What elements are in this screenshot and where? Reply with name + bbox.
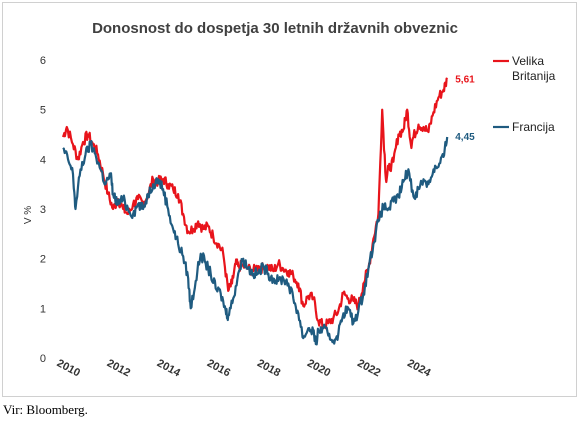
x-tick-label: 2010 — [55, 357, 82, 379]
x-tick-label: 2024 — [405, 357, 433, 379]
legend-label: Velika — [512, 54, 544, 68]
y-tick-label: 3 — [40, 204, 46, 216]
y-tick-label: 4 — [40, 154, 46, 166]
x-tick-label: 2014 — [155, 357, 183, 379]
y-tick-label: 6 — [40, 55, 46, 67]
x-tick-label: 2016 — [205, 357, 232, 379]
x-tick-label: 2018 — [255, 357, 282, 379]
legend-label: Britanija — [512, 69, 556, 83]
series-line-francija — [62, 136, 449, 346]
y-tick-label: 0 — [40, 353, 46, 365]
legend-label: Francija — [512, 120, 555, 134]
series-layer — [61, 77, 449, 346]
x-tick-label: 2012 — [105, 357, 132, 379]
chart-title: Donosnost do dospetja 30 letnih državnih… — [92, 20, 458, 37]
x-tick-label: 2022 — [355, 357, 382, 379]
y-tick-label: 2 — [40, 254, 46, 266]
y-tick-label: 1 — [40, 303, 46, 315]
chart-frame: Donosnost do dospetja 30 letnih državnih… — [2, 2, 577, 397]
y-tick-label: 5 — [40, 105, 46, 117]
x-axis-ticks: 2010 2012 2014 2016 2018 2020 2022 2024 — [55, 357, 433, 379]
y-axis-label: V % — [23, 206, 34, 224]
y-axis-ticks: 0 1 2 3 4 5 6 — [40, 55, 46, 365]
end-value-label: 4,45 — [455, 132, 475, 143]
end-value-label: 5,61 — [455, 74, 475, 85]
source-note: Vir: Bloomberg. — [3, 402, 88, 417]
end-labels: 5,61 4,45 — [455, 74, 475, 143]
line-chart: Donosnost do dospetja 30 letnih državnih… — [23, 20, 556, 380]
x-tick-label: 2020 — [305, 357, 332, 379]
